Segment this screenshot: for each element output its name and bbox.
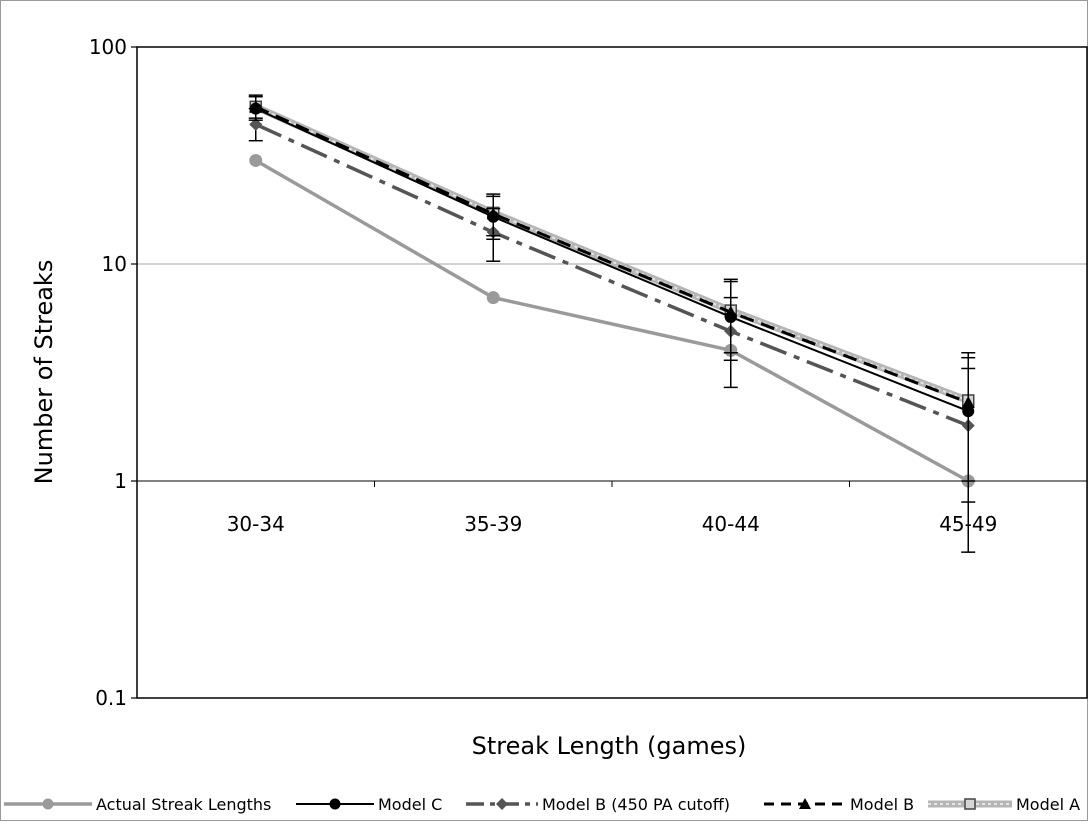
data-point [250, 103, 261, 114]
legend-marker [43, 799, 53, 809]
data-point [725, 311, 736, 322]
data-point [488, 211, 499, 222]
y-axis-title: Number of Streaks [30, 260, 58, 485]
data-point [250, 154, 262, 166]
x-tick-label: 40-44 [702, 512, 760, 536]
x-tick-label: 30-34 [227, 512, 285, 536]
y-tick-label: 10 [102, 252, 127, 276]
y-tick-label: 0.1 [95, 686, 127, 710]
legend-marker [330, 799, 340, 809]
data-point [963, 406, 974, 417]
y-tick-label: 1 [114, 469, 127, 493]
legend-label: Model C [378, 795, 442, 814]
y-tick-label: 100 [89, 35, 127, 59]
x-tick-label: 35-39 [464, 512, 522, 536]
legend-label: Model B (450 PA cutoff) [542, 795, 730, 814]
x-axis-title: Streak Length (games) [472, 732, 747, 760]
legend-label: Model B [850, 795, 914, 814]
data-point [487, 292, 499, 304]
legend-marker [965, 799, 975, 809]
legend-label: Actual Streak Lengths [96, 795, 271, 814]
legend-label: Model A [1016, 795, 1080, 814]
